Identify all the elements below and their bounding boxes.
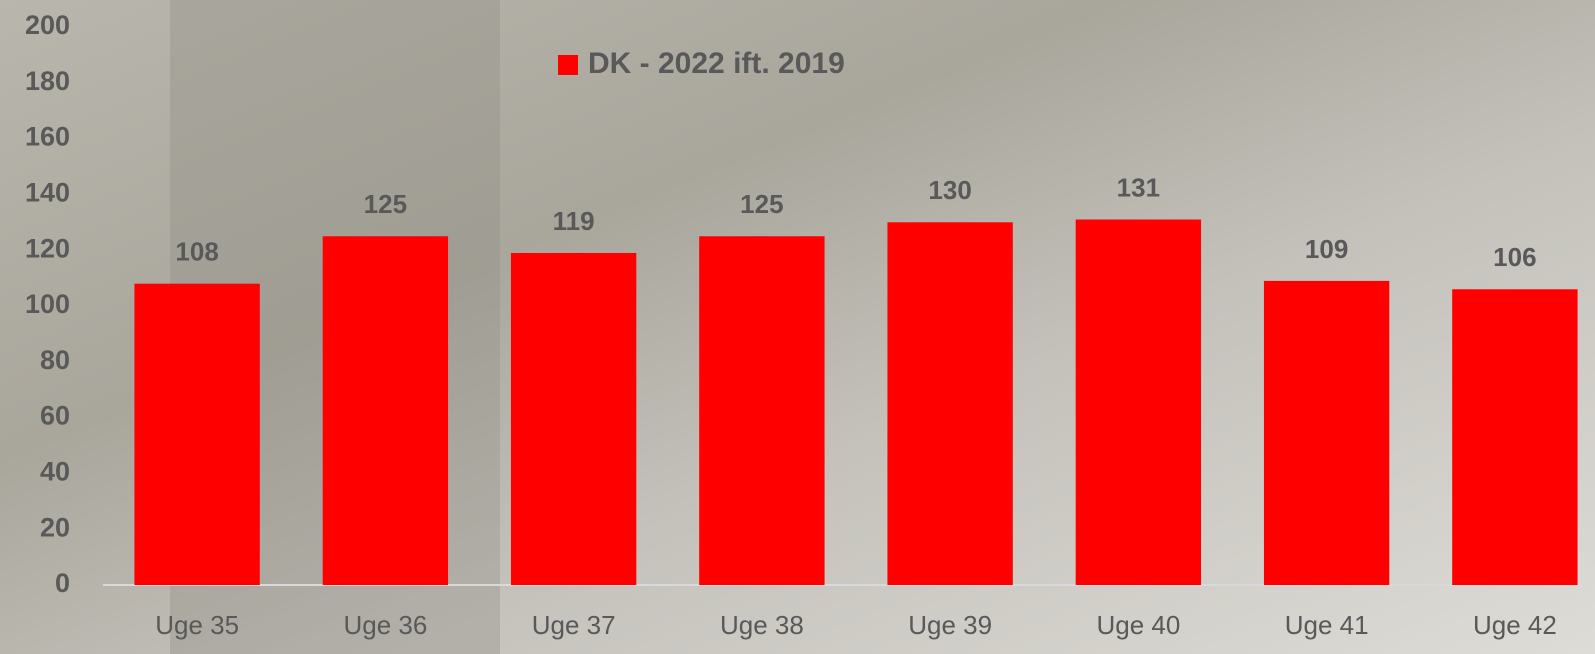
value-label: 108 (175, 237, 218, 267)
x-tick-label: Uge 40 (1096, 610, 1180, 640)
bar (134, 283, 260, 585)
value-label: 106 (1493, 242, 1536, 272)
x-tick-label: Uge 41 (1285, 610, 1369, 640)
legend-label: DK - 2022 ift. 2019 (588, 47, 845, 80)
y-tick-label: 60 (40, 401, 70, 431)
y-tick-label: 40 (40, 457, 70, 487)
bar (887, 222, 1013, 586)
bar (1452, 289, 1578, 585)
y-tick-label: 0 (55, 568, 70, 598)
y-tick-label: 140 (25, 178, 70, 208)
value-label: 119 (553, 206, 595, 236)
bar (510, 252, 637, 586)
value-label: 125 (364, 189, 407, 219)
y-tick-label: 120 (25, 233, 70, 263)
x-tick-label: Uge 39 (908, 610, 992, 640)
y-tick-label: 20 (40, 512, 70, 542)
y-tick-label: 100 (25, 289, 70, 319)
x-tick-label: Uge 42 (1473, 610, 1557, 640)
bar (322, 236, 449, 585)
x-tick-label: Uge 36 (343, 610, 427, 640)
x-tick-label: Uge 38 (720, 610, 804, 640)
value-label: 109 (1305, 234, 1348, 264)
x-tick-label: Uge 37 (532, 610, 616, 640)
legend-swatch (558, 55, 578, 75)
value-label: 131 (1117, 172, 1160, 202)
y-tick-label: 80 (40, 345, 70, 375)
bar (1263, 280, 1390, 585)
value-label: 130 (928, 175, 971, 205)
y-tick-label: 200 (25, 10, 70, 40)
x-tick-label: Uge 35 (155, 610, 239, 640)
bar (699, 236, 825, 585)
bar (1075, 219, 1202, 585)
y-tick-label: 180 (25, 66, 70, 96)
y-tick-label: 160 (25, 122, 70, 152)
value-label: 125 (740, 189, 783, 219)
